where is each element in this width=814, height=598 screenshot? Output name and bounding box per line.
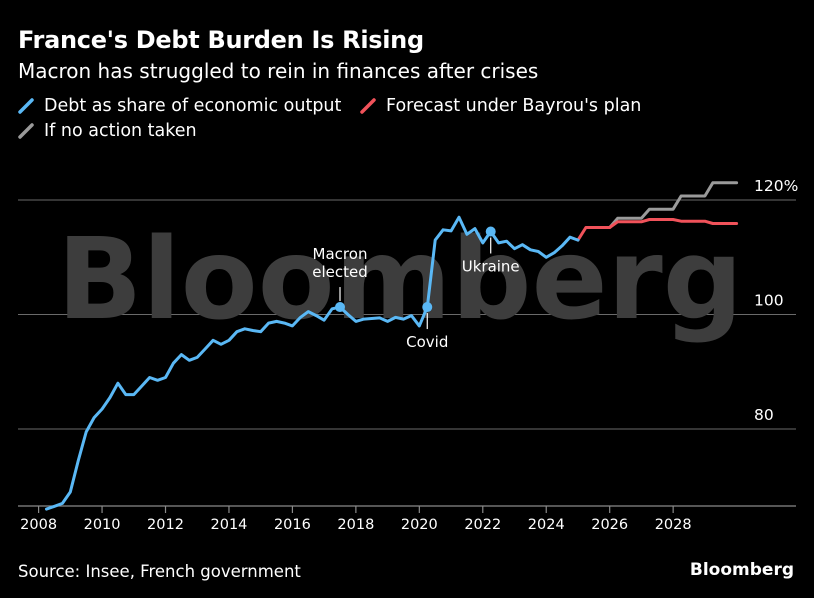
- y-tick-label: 80: [754, 406, 774, 424]
- x-tick-label: 2012: [147, 517, 184, 533]
- y-tick-label: 120%: [754, 177, 798, 195]
- legend-swatch-forecast: [360, 98, 376, 114]
- grid-layer: 80 100 120%: [18, 177, 798, 430]
- x-tick-label: 2022: [464, 517, 501, 533]
- legend-swatch-debt: [18, 98, 34, 114]
- x-tick-label: 2014: [211, 517, 248, 533]
- legend-label-debt: Debt as share of economic output: [44, 96, 342, 116]
- bloomberg-watermark: Bloomberg: [57, 215, 743, 345]
- annotation-label: elected: [312, 263, 368, 281]
- annotation-label: Macron: [313, 245, 368, 263]
- x-tick-label: 2016: [274, 517, 311, 533]
- x-tick-label: 2008: [20, 517, 57, 533]
- y-tick-label: 100: [754, 292, 784, 310]
- legend-item-forecast: Forecast under Bayrou's plan: [360, 96, 641, 116]
- x-tick-label: 2026: [591, 517, 628, 533]
- legend-item-debt: Debt as share of economic output: [18, 96, 341, 116]
- annotation-marker: [485, 226, 496, 237]
- legend-swatch-no-action: [18, 123, 34, 139]
- chart-title: France's Debt Burden Is Rising: [18, 26, 424, 54]
- x-axis: 2008 2010 2012 2014 2016 2018 2020 2022 2024 2026…: [18, 505, 796, 533]
- source-note: Source: Insee, French government: [18, 562, 301, 581]
- annotation-label: Covid: [406, 333, 448, 351]
- annotation-marker: [335, 302, 346, 313]
- chart-subtitle: Macron has struggled to rein in finances…: [18, 59, 539, 83]
- x-tick-label: 2010: [84, 517, 121, 533]
- legend-item-no-action: If no action taken: [18, 121, 197, 141]
- series-line-1: [576, 218, 739, 242]
- legend-label-no-action: If no action taken: [44, 121, 197, 141]
- x-tick-label: 2020: [401, 517, 438, 533]
- annotation-label: Ukraine: [462, 257, 520, 275]
- x-tick-label: 2018: [337, 517, 374, 533]
- legend-label-forecast: Forecast under Bayrou's plan: [386, 96, 642, 116]
- x-tick-label: 2024: [528, 517, 565, 533]
- bloomberg-logo-text: Bloomberg: [689, 560, 794, 580]
- x-tick-label: 2028: [655, 517, 692, 533]
- annotation-marker: [422, 302, 433, 313]
